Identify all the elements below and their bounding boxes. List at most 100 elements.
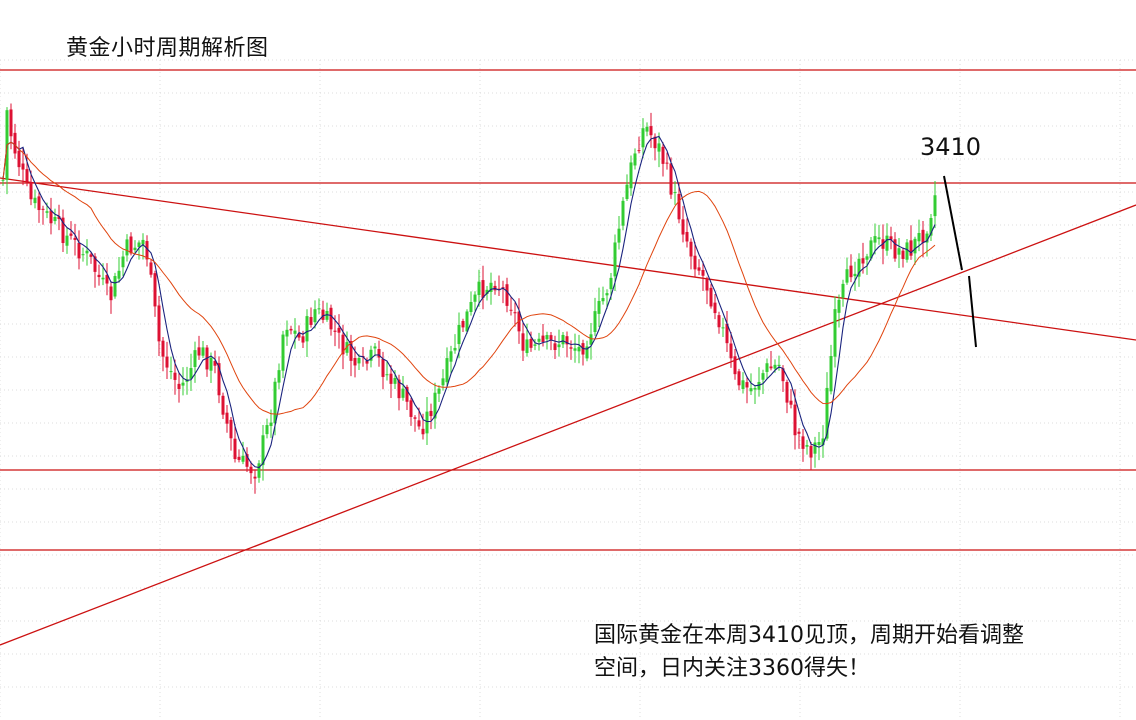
candle-down [797, 431, 801, 434]
candle-down [729, 343, 733, 359]
candle-up [593, 311, 597, 332]
candle-up [841, 283, 845, 298]
candle-up [765, 363, 769, 372]
candle-up [121, 256, 125, 268]
candle-down [781, 368, 785, 382]
candle-up [929, 218, 933, 236]
candle-up [125, 239, 129, 256]
candle-down [693, 255, 697, 270]
candle-down [61, 217, 65, 244]
candle-down [649, 126, 653, 136]
candle-up [629, 162, 633, 189]
candle-down [221, 395, 225, 415]
candle-down [849, 265, 853, 278]
candle-down [737, 371, 741, 386]
candle-up [241, 455, 245, 462]
candle-down [541, 335, 545, 342]
candle-down [25, 169, 29, 182]
candle-down [717, 315, 721, 328]
candle-up [33, 197, 37, 204]
candle-up [357, 357, 361, 364]
candle-down [409, 400, 413, 417]
candle-up [845, 269, 849, 283]
candle-down [397, 379, 401, 399]
candle-up [617, 228, 621, 243]
candle-up [473, 294, 477, 302]
candle-up [753, 387, 757, 390]
chart-title: 黄金小时周期解析图 [66, 36, 269, 61]
candle-up [613, 242, 617, 277]
candle-up [425, 411, 429, 434]
candle-up [673, 192, 677, 194]
candle-up [369, 349, 373, 361]
candle-down [161, 340, 165, 357]
candle-up [621, 200, 625, 226]
candle-down [57, 216, 61, 220]
candle-down [697, 267, 701, 271]
candle-down [93, 256, 97, 272]
candle-down [105, 274, 109, 284]
candle-down [861, 258, 865, 264]
candlesticks [1, 103, 937, 494]
candle-up [721, 327, 725, 329]
projection-line [943, 175, 963, 271]
candle-up [657, 143, 661, 152]
candle-up [457, 324, 461, 345]
candle-up [885, 235, 889, 251]
projection-line [968, 275, 977, 348]
candle-down [413, 417, 417, 419]
candle-down [733, 356, 737, 375]
candle-down [225, 412, 229, 424]
candle-down [237, 456, 241, 460]
candle-down [709, 287, 713, 307]
candle-up [933, 195, 937, 217]
analysis-note-line-2: 空间，日内关注3360得失！ [594, 656, 870, 681]
candle-down [149, 262, 153, 275]
candle-up [605, 293, 609, 296]
candle-up [609, 277, 613, 290]
candle-up [1, 179, 5, 181]
candle-down [341, 334, 345, 355]
candle-down [89, 254, 93, 257]
candle-up [101, 277, 105, 280]
candle-down [481, 280, 485, 298]
candle-down [41, 208, 45, 210]
candle-down [421, 428, 425, 435]
candle-down [73, 237, 77, 240]
candle-up [393, 378, 397, 384]
candle-down [165, 356, 169, 368]
candle-down [429, 410, 433, 417]
candle-down [665, 162, 669, 164]
candle-down [745, 382, 749, 388]
candle-down [389, 373, 393, 384]
candle-up [453, 347, 457, 351]
candle-down [301, 336, 305, 343]
candle-up [141, 239, 145, 245]
candle-down [921, 229, 925, 243]
candle-up [181, 382, 185, 386]
candle-down [637, 150, 641, 152]
candle-down [229, 419, 233, 439]
projection-lines [943, 175, 977, 348]
candle-up [853, 273, 857, 277]
candle-down [785, 381, 789, 403]
candle-down [461, 321, 465, 328]
candle-up [633, 153, 637, 166]
candle-up [305, 316, 309, 342]
moving-averages [2, 135, 936, 469]
candle-down [901, 250, 905, 259]
candle-down [521, 333, 525, 351]
candle-up [589, 334, 593, 345]
candle-up [561, 334, 565, 345]
candle-up [53, 216, 57, 222]
candle-down [405, 386, 409, 402]
candle-down [13, 132, 17, 154]
candle-down [157, 305, 161, 342]
slow-moving-average [2, 141, 936, 415]
candle-down [197, 347, 201, 356]
candle-down [689, 241, 693, 257]
horizontal-levels [0, 69, 1136, 551]
candle-up [345, 342, 349, 353]
candle-down [789, 400, 793, 405]
